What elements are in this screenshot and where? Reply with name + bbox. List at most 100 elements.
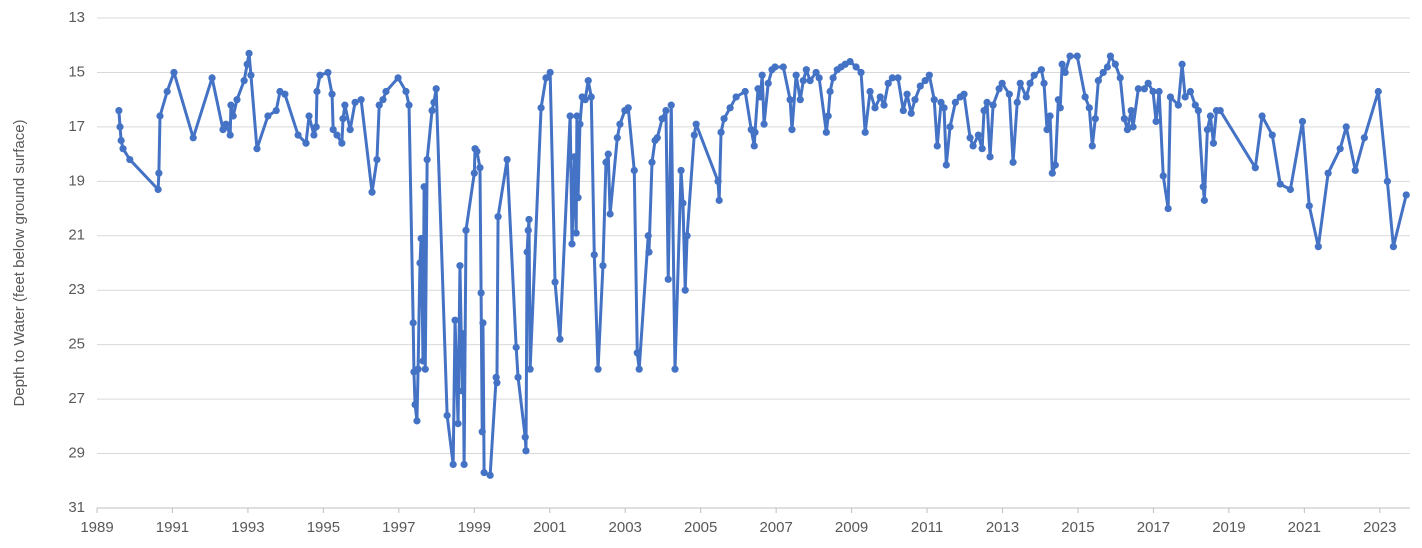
data-point [1043, 126, 1051, 134]
data-point [494, 213, 502, 221]
data-point [419, 357, 427, 365]
data-point [1009, 158, 1017, 166]
y-tick-label: 31 [68, 499, 85, 516]
data-point [1061, 68, 1069, 77]
data-point [414, 365, 422, 373]
data-point [974, 131, 982, 139]
data-point [1186, 87, 1195, 96]
data-point [313, 87, 321, 96]
data-point [1298, 117, 1307, 126]
data-point [368, 188, 376, 196]
data-point [969, 142, 977, 150]
data-point [1088, 142, 1096, 150]
data-point [226, 131, 234, 139]
x-tick-label: 2019 [1212, 519, 1245, 536]
data-point [526, 365, 534, 373]
data-point [163, 87, 171, 96]
data-point [537, 104, 545, 112]
data-point [758, 71, 766, 79]
data-point [1203, 126, 1211, 134]
data-point [405, 101, 413, 109]
data-point [375, 101, 383, 109]
data-point [512, 343, 520, 351]
data-point [1094, 77, 1102, 85]
data-point [1144, 79, 1152, 87]
data-point [1389, 243, 1397, 251]
x-tick-label: 2013 [986, 519, 1019, 536]
data-point [1258, 112, 1266, 120]
data-point [602, 158, 610, 166]
data-point [1305, 202, 1313, 210]
data-point [715, 196, 723, 204]
data-point [117, 136, 125, 145]
data-point [233, 96, 241, 104]
y-tick-label: 17 [68, 118, 85, 135]
data-point [653, 134, 661, 142]
data-point [594, 365, 602, 373]
data-point [568, 240, 576, 248]
x-tick-label: 2005 [684, 519, 717, 536]
data-point [894, 74, 902, 82]
data-point [470, 169, 478, 177]
data-point [119, 145, 127, 153]
data-point [460, 460, 468, 469]
data-point [1099, 68, 1107, 77]
data-point [417, 234, 425, 243]
data-point [846, 57, 854, 66]
data-point [760, 120, 768, 128]
data-point [613, 134, 621, 142]
data-point [458, 387, 466, 395]
data-point [1123, 126, 1132, 134]
data-point [428, 106, 436, 115]
data-point [443, 411, 451, 420]
data-point [983, 98, 991, 106]
data-point [606, 210, 614, 218]
data-point [478, 428, 486, 436]
data-point [503, 155, 511, 164]
data-point [115, 106, 123, 115]
data-point [208, 74, 216, 82]
data-point [1152, 117, 1160, 126]
data-point [1164, 204, 1172, 213]
data-point [756, 93, 764, 101]
x-tick-label: 1991 [156, 519, 189, 536]
data-point [671, 365, 679, 373]
data-point [1048, 169, 1056, 177]
data-point [409, 319, 417, 327]
data-point [243, 60, 251, 68]
data-point [477, 289, 485, 297]
data-point [1194, 106, 1202, 115]
data-point [599, 262, 607, 270]
x-tick-label: 1989 [80, 519, 113, 536]
data-point [264, 112, 272, 120]
data-point [459, 330, 467, 338]
data-point [1351, 166, 1359, 175]
data-point [995, 85, 1003, 93]
data-point [933, 142, 941, 150]
data-point [1206, 112, 1215, 120]
data-point [911, 96, 919, 104]
data-point [726, 104, 734, 112]
data-point [542, 74, 550, 82]
data-point [1134, 85, 1142, 93]
data-point [937, 98, 945, 106]
data-point [720, 115, 728, 123]
data-point [551, 278, 559, 286]
data-point [324, 68, 332, 77]
data-point [1085, 104, 1093, 112]
data-point [1040, 79, 1048, 87]
data-point [581, 96, 589, 104]
data-point [871, 104, 879, 112]
data-point [852, 63, 860, 71]
data-point [430, 98, 438, 106]
x-tick-label: 2009 [835, 519, 868, 536]
data-point [1199, 183, 1207, 191]
x-tick-label: 2001 [533, 519, 566, 536]
data-point [294, 131, 302, 139]
data-point [480, 469, 488, 477]
data-point [486, 471, 494, 479]
data-point [346, 126, 354, 134]
data-point [302, 139, 310, 147]
data-point [1374, 87, 1382, 96]
